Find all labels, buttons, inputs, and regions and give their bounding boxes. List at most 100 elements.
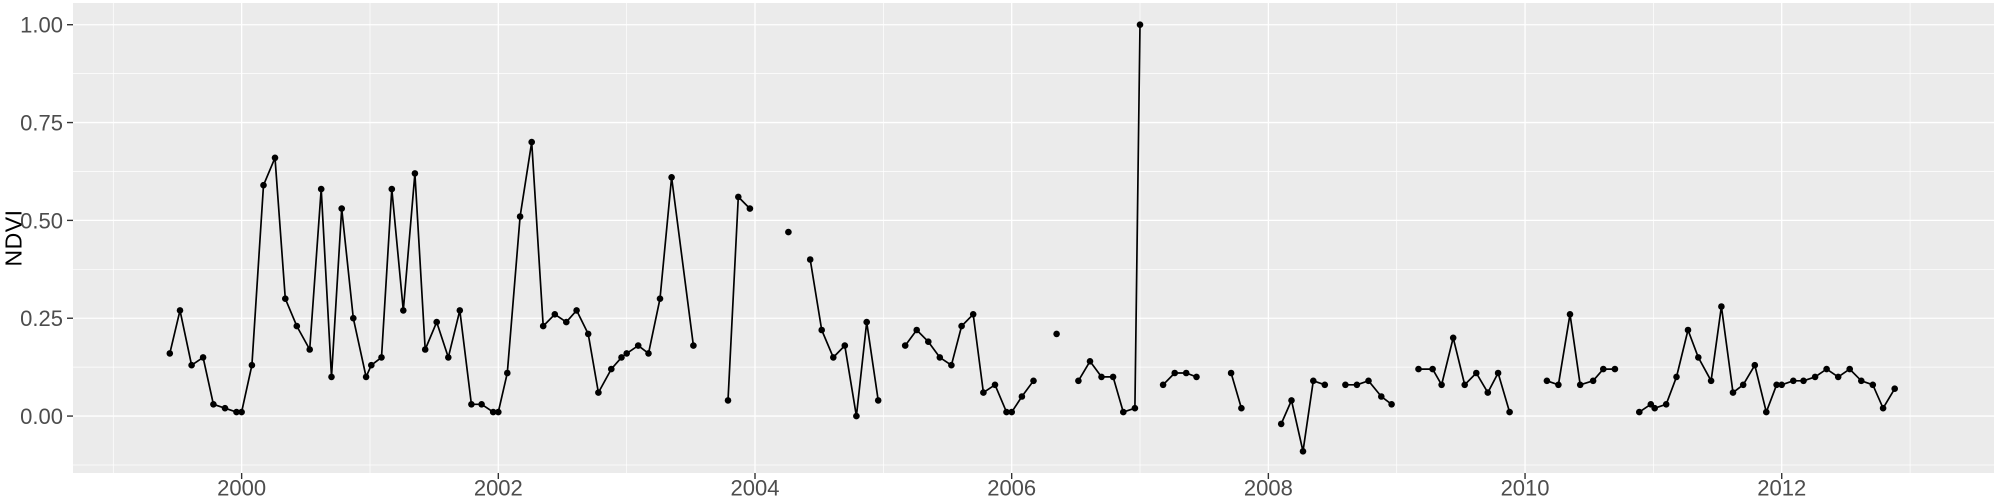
data-point [584,330,592,338]
y-axis-title: NDVI [0,209,27,267]
data-point [936,354,944,361]
data-point [238,408,245,416]
data-point [925,338,932,346]
data-point [1288,397,1295,404]
data-point [1739,381,1747,389]
data-point [1365,377,1372,385]
data-point [221,404,229,412]
data-point [271,154,279,162]
data-point [199,354,207,361]
data-point [306,346,314,353]
data-point [1171,369,1178,377]
data-point [563,318,570,326]
data-point [210,401,217,408]
data-point [656,295,664,303]
data-point [1378,393,1385,400]
data-point [1461,381,1468,389]
data-point [623,350,630,357]
y-tick-label: 0.75 [20,111,63,136]
data-point [1684,326,1692,334]
data-point [539,322,547,330]
data-point [1018,393,1026,400]
data-point [645,350,652,357]
data-point [1299,448,1307,455]
data-point [1030,377,1037,385]
data-point [1751,361,1759,369]
data-point [1869,381,1877,389]
data-point [504,369,511,377]
data-point [853,412,860,420]
data-point [735,193,742,201]
data-point [1310,377,1317,385]
data-point [901,342,909,349]
data-point [166,350,174,357]
data-point [1707,377,1715,385]
data-point [1238,404,1245,412]
x-tick-label: 2008 [1244,476,1293,500]
data-point [1600,365,1607,373]
x-tick-label: 2012 [1757,476,1806,500]
data-point [1858,377,1865,385]
x-tick-label: 2000 [217,476,266,500]
data-point [1131,404,1139,412]
data-point [317,185,325,193]
data-point [1543,377,1551,385]
data-point [260,181,267,189]
data-point [478,401,485,408]
data-point [489,408,497,416]
data-point [1098,373,1105,381]
data-point [1136,21,1144,29]
data-point [1003,408,1010,416]
y-tick-label: 0.25 [20,306,63,331]
y-tick-label: 1.00 [20,13,63,38]
data-point [724,397,732,404]
data-point [1891,385,1898,393]
data-point [495,408,502,416]
data-point [1159,381,1167,389]
data-point [1506,408,1513,416]
data-point [400,307,407,314]
data-point [1449,334,1457,342]
data-point [233,408,240,416]
data-point [595,389,602,396]
data-point [248,361,256,369]
data-point [668,174,675,181]
ndvi-line-segment [1230,372,1243,410]
data-point [1566,311,1574,318]
data-point [573,307,580,314]
data-point [818,326,825,334]
data-point [841,342,849,349]
data-point [1879,404,1887,412]
data-point [1388,401,1395,408]
data-point [1790,377,1797,385]
data-point [863,318,870,326]
data-point [362,373,370,381]
data-point [1651,404,1658,412]
y-tick-label: 0.50 [20,208,63,233]
data-point [746,205,754,212]
data-point [1182,369,1190,377]
data-point [1611,365,1619,373]
data-point [338,205,346,212]
data-point [176,307,184,314]
data-point [1321,381,1329,389]
data-point [948,361,955,369]
data-point [1053,330,1060,338]
data-point [1729,389,1737,396]
data-point [1193,373,1200,381]
data-point [874,397,882,404]
data-point [411,170,419,177]
data-point [293,322,301,330]
data-point [1008,408,1015,416]
x-tick-label: 2004 [731,476,780,500]
data-point [1075,377,1082,385]
data-point [188,361,195,369]
data-point [1109,373,1117,381]
data-point [1494,369,1502,377]
data-point [1773,381,1780,389]
data-point [1555,381,1562,389]
data-point [368,361,375,369]
data-point [690,342,697,349]
data-point [1846,365,1853,373]
